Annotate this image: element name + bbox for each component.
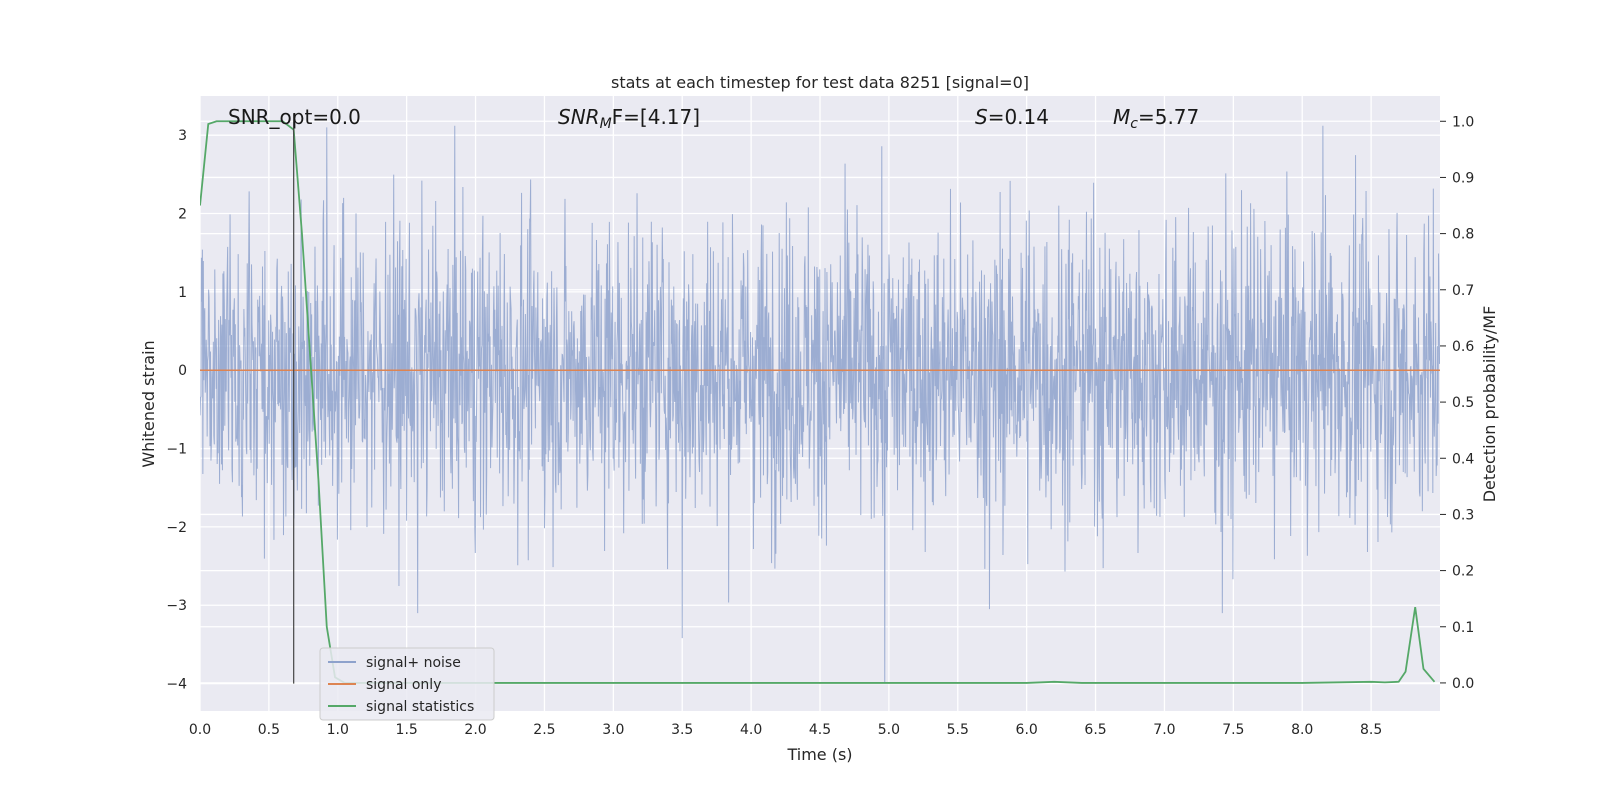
y-tick-label: 3 xyxy=(178,128,187,144)
x-tick-label: 7.0 xyxy=(1153,722,1175,738)
x-tick-label: 6.0 xyxy=(1016,722,1038,738)
legend-label-signal-only: signal only xyxy=(366,677,441,693)
x-tick-label: 5.5 xyxy=(947,722,969,738)
annotation-s: S=0.14 xyxy=(975,105,1049,129)
y-tick-label: 2 xyxy=(178,207,187,223)
x-tick-label: 7.5 xyxy=(1222,722,1244,738)
x-tick-label: 3.5 xyxy=(671,722,693,738)
y-right-axis-label: Detection probability/MF xyxy=(1480,306,1499,503)
x-tick-label: 0.0 xyxy=(189,722,211,738)
legend-label-signal-statistics: signal statistics xyxy=(366,699,474,715)
y-right-tick-label: 0.9 xyxy=(1452,170,1474,186)
y-right-tick-label: 1.0 xyxy=(1452,114,1474,130)
y-tick-label: −3 xyxy=(166,598,187,614)
annotation-snr-opt: SNR_opt=0.0 xyxy=(228,105,361,129)
x-tick-label: 3.0 xyxy=(602,722,624,738)
legend-label-signal-noise: signal+ noise xyxy=(366,655,461,671)
signal-noise-series xyxy=(200,125,1440,684)
y-right-tick-label: 0.6 xyxy=(1452,339,1474,355)
legend: signal+ noise signal only signal statist… xyxy=(319,647,495,721)
x-axis-label: Time (s) xyxy=(786,745,852,764)
y-right-tick-label: 0.5 xyxy=(1452,395,1474,411)
x-tick-label: 8.0 xyxy=(1291,722,1313,738)
x-tick-label: 1.5 xyxy=(396,722,418,738)
y-tick-labels: 3 2 1 0 −1 −2 −3 −4 xyxy=(166,128,187,692)
y-right-tick-label: 0.4 xyxy=(1452,451,1474,467)
x-tick-label: 4.0 xyxy=(740,722,762,738)
annotation-snr-mf: SNRMF=[4.17] xyxy=(558,105,700,132)
x-tick-label: 6.5 xyxy=(1084,722,1106,738)
x-tick-label: 5.0 xyxy=(878,722,900,738)
y-right-tick-label: 0.7 xyxy=(1452,283,1474,299)
y-tick-label: −4 xyxy=(166,677,187,693)
y-axis-label: Whitened strain xyxy=(139,340,158,467)
y-right-tick-label: 0.2 xyxy=(1452,564,1474,580)
legend-box xyxy=(319,647,495,721)
annotation-mc: Mc=5.77 xyxy=(1113,105,1199,132)
chart-title: stats at each timestep for test data 825… xyxy=(611,73,1029,92)
x-tick-label: 2.0 xyxy=(464,722,486,738)
signal-noise-line xyxy=(200,125,1440,684)
y-right-tick-label: 0.1 xyxy=(1452,620,1474,636)
y-tick-label: −1 xyxy=(166,442,187,458)
y-tick-label: 0 xyxy=(178,363,187,379)
x-tick-label: 0.5 xyxy=(258,722,280,738)
y-right-tick-labels: 1.0 0.9 0.8 0.7 0.6 0.5 0.4 0.3 0.2 0.1 0.0 xyxy=(1440,114,1474,692)
y-tick-label: −2 xyxy=(166,520,187,536)
x-tick-label: 2.5 xyxy=(533,722,555,738)
y-right-tick-label: 0.0 xyxy=(1452,676,1474,692)
y-right-tick-label: 0.8 xyxy=(1452,227,1474,243)
x-tick-label: 4.5 xyxy=(809,722,831,738)
y-right-tick-label: 0.3 xyxy=(1452,507,1474,523)
x-tick-labels: 0.0 0.5 1.0 1.5 2.0 2.5 3.0 3.5 4.0 4.5 5.0 5.5 6.0 6… xyxy=(189,722,1382,738)
x-tick-label: 8.5 xyxy=(1360,722,1382,738)
y-tick-label: 1 xyxy=(178,285,187,301)
x-tick-label: 1.0 xyxy=(327,722,349,738)
